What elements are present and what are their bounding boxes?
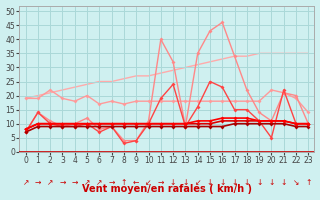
Text: ↗: ↗: [47, 178, 53, 187]
Text: ↓: ↓: [256, 178, 262, 187]
Text: ↘: ↘: [293, 178, 299, 187]
Text: ↓: ↓: [170, 178, 176, 187]
Text: →: →: [72, 178, 78, 187]
Text: ↗: ↗: [84, 178, 90, 187]
Text: ↓: ↓: [207, 178, 213, 187]
Text: ↓: ↓: [268, 178, 275, 187]
X-axis label: Vent moyen/en rafales ( km/h ): Vent moyen/en rafales ( km/h ): [82, 184, 252, 194]
Text: →: →: [108, 178, 115, 187]
Text: →: →: [35, 178, 41, 187]
Text: ↙: ↙: [195, 178, 201, 187]
Text: ↓: ↓: [182, 178, 188, 187]
Text: →: →: [158, 178, 164, 187]
Text: ↓: ↓: [244, 178, 250, 187]
Text: →: →: [59, 178, 66, 187]
Text: ←: ←: [133, 178, 140, 187]
Text: ↙: ↙: [145, 178, 152, 187]
Text: ↗: ↗: [96, 178, 102, 187]
Text: ↓: ↓: [219, 178, 226, 187]
Text: ↑: ↑: [305, 178, 311, 187]
Text: ↑: ↑: [121, 178, 127, 187]
Text: ↗: ↗: [22, 178, 29, 187]
Text: ↓: ↓: [231, 178, 238, 187]
Text: ↓: ↓: [281, 178, 287, 187]
